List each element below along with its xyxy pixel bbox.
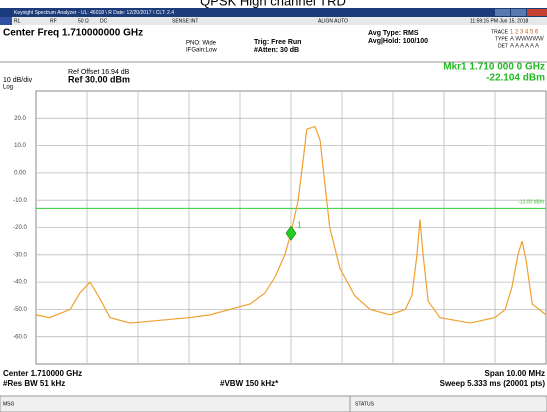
det-row: DET	[498, 43, 508, 49]
status-item: DC	[100, 18, 108, 24]
trace-row: TRACE	[491, 29, 509, 35]
y-tick-label: 10.0	[14, 143, 26, 149]
db-per-div: 10 dB/div	[3, 77, 33, 84]
type-row: TYPE	[495, 36, 509, 42]
maximize-button[interactable]	[511, 9, 526, 16]
sweep: Sweep 5.333 ms (20001 pts)	[440, 379, 546, 388]
marker-freq: Mkr1 1.710 000 0 GHz	[443, 62, 545, 73]
trace-values: 1 2 3 4 5 6	[510, 30, 539, 36]
log-label: Log	[3, 85, 13, 91]
y-tick-label: 0.00	[14, 170, 26, 176]
center-freq: Center Freq 1.710000000 GHz	[3, 28, 143, 39]
pno: PNO: Wide	[186, 41, 217, 47]
marker-label: 1	[297, 220, 302, 229]
y-tick-label: -30.0	[13, 252, 27, 258]
ref-level: Ref 30.00 dBm	[68, 74, 130, 84]
y-tick-label: 20.0	[14, 116, 26, 122]
marker	[285, 225, 297, 241]
window-titlebar	[0, 8, 547, 17]
status-item: 50 Ω	[78, 18, 89, 24]
y-tick-label: -10.0	[13, 198, 27, 204]
status-item: RL	[14, 18, 21, 24]
statusbar	[0, 395, 547, 412]
status-row	[0, 17, 547, 25]
status: STATUS	[355, 401, 375, 407]
det-values: A A A A A A	[510, 44, 539, 50]
trigger: Trig: Free Run	[254, 39, 301, 46]
status-icon	[0, 17, 12, 25]
span: Span 10.00 MHz	[485, 369, 545, 378]
marker-level: -22.104 dBm	[486, 73, 545, 84]
status-item: SENSE:INT	[172, 18, 198, 24]
minimize-button[interactable]	[495, 9, 510, 16]
trace	[35, 125, 547, 324]
ifgain: IFGain:Low	[186, 48, 217, 54]
avg-hold: Avg|Hold: 100/100	[368, 38, 428, 45]
status-item: 11:59:15 PM Jun 15, 2018	[470, 18, 529, 24]
display-line-label: -13.00 dBm	[518, 200, 544, 206]
y-tick-label: -50.0	[13, 307, 27, 313]
y-tick-label: -20.0	[13, 225, 27, 231]
window-title: Keysight Spectrum Analyzer - UL: 46018 \…	[14, 10, 174, 16]
y-tick-label: -40.0	[13, 280, 27, 286]
y-tick-label: -60.0	[13, 334, 27, 340]
avg-type: Avg Type: RMS	[368, 30, 419, 37]
page-title: QPSK High channel TRD	[200, 0, 346, 8]
atten: #Atten: 30 dB	[254, 47, 299, 54]
vbw: #VBW 150 kHz*	[220, 379, 279, 388]
ref-offset: Ref Offset 16.94 dB	[68, 69, 130, 76]
rbw: #Res BW 51 kHz	[3, 379, 65, 388]
status-item: ALIGN AUTO	[318, 18, 348, 24]
close-button[interactable]	[527, 9, 547, 16]
type-values: A WWWWW	[510, 37, 544, 43]
status-item: RF	[50, 18, 57, 24]
msg: MSG	[3, 401, 15, 407]
center-label: Center 1.710000 GHz	[3, 369, 82, 378]
